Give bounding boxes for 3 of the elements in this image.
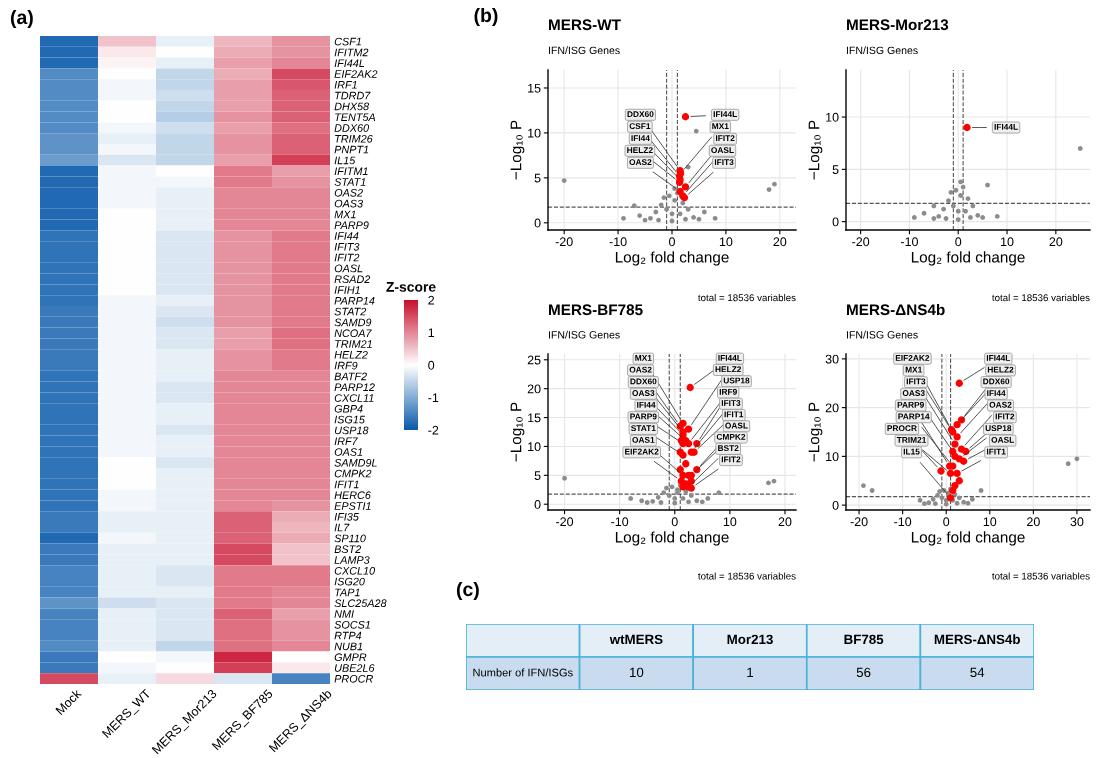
text: (b)	[474, 7, 498, 27]
chart-title: (a)	[10, 9, 33, 29]
text: (c)	[456, 581, 479, 601]
